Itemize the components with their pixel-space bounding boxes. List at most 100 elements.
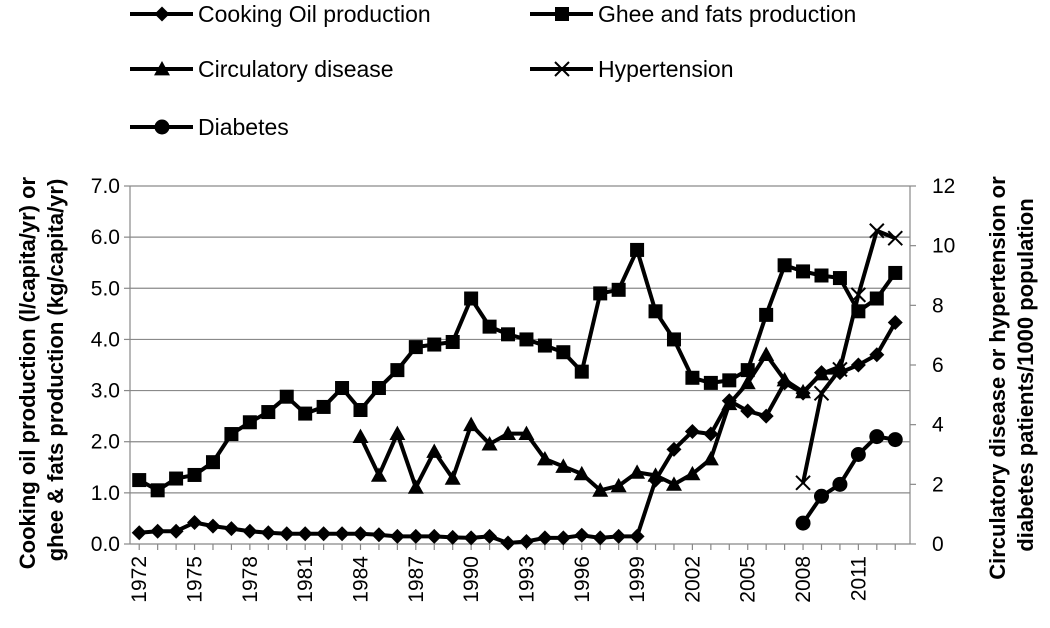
data-point-ghee-and-fats-production bbox=[574, 364, 589, 379]
legend-marker bbox=[154, 6, 170, 22]
x-tick-label: 1984 bbox=[349, 556, 372, 603]
data-point-cooking-oil-production bbox=[260, 525, 276, 541]
legend-item-hypertension: Hypertension bbox=[530, 56, 734, 82]
legend-item-diabetes: Diabetes bbox=[130, 114, 289, 140]
data-point-diabetes bbox=[795, 515, 811, 531]
data-point-cooking-oil-production bbox=[445, 529, 461, 545]
data-point-ghee-and-fats-production bbox=[205, 455, 220, 470]
series-hypertension bbox=[795, 223, 903, 491]
data-point-circulatory-disease bbox=[555, 458, 572, 473]
data-point-cooking-oil-production bbox=[168, 523, 184, 539]
data-point-cooking-oil-production bbox=[205, 518, 221, 534]
data-point-circulatory-disease bbox=[721, 395, 738, 411]
left-tick-label: 7.0 bbox=[91, 175, 120, 198]
data-point-cooking-oil-production bbox=[187, 515, 203, 531]
data-point-circulatory-disease bbox=[665, 476, 682, 491]
data-point-cooking-oil-production bbox=[316, 526, 332, 542]
data-point-circulatory-disease bbox=[389, 425, 406, 441]
data-point-circulatory-disease bbox=[739, 374, 756, 390]
data-point-ghee-and-fats-production bbox=[556, 345, 571, 360]
data-point-circulatory-disease bbox=[370, 467, 387, 482]
data-point-ghee-and-fats-production bbox=[390, 363, 405, 378]
data-point-ghee-and-fats-production bbox=[335, 381, 350, 396]
left-tick-label: 2.0 bbox=[91, 431, 120, 454]
x-tick-label: 1981 bbox=[294, 556, 317, 603]
data-point-circulatory-disease bbox=[536, 450, 553, 466]
data-point-cooking-oil-production bbox=[500, 535, 516, 551]
data-point-ghee-and-fats-production bbox=[464, 291, 479, 306]
data-point-cooking-oil-production bbox=[223, 521, 239, 537]
data-point-cooking-oil-production bbox=[887, 315, 903, 331]
data-point-ghee-and-fats-production bbox=[537, 338, 552, 353]
right-tick-label: 10 bbox=[932, 235, 955, 258]
data-point-circulatory-disease bbox=[629, 464, 646, 479]
x-tick-label: 1990 bbox=[460, 556, 483, 603]
data-point-ghee-and-fats-production bbox=[445, 334, 460, 349]
data-point-circulatory-disease bbox=[684, 465, 701, 481]
data-point-diabetes bbox=[813, 488, 829, 504]
data-point-ghee-and-fats-production bbox=[132, 473, 147, 488]
data-point-ghee-and-fats-production bbox=[648, 304, 663, 319]
right-tick-label: 12 bbox=[932, 175, 955, 198]
legend-marker bbox=[154, 61, 170, 76]
series-layer bbox=[131, 223, 903, 551]
left-tick-label: 4.0 bbox=[91, 328, 120, 351]
data-point-ghee-and-fats-production bbox=[611, 282, 626, 297]
series-diabetes bbox=[795, 429, 903, 531]
legend-item-ghee-and-fats-production: Ghee and fats production bbox=[530, 1, 856, 27]
data-point-circulatory-disease bbox=[426, 443, 443, 458]
data-point-cooking-oil-production bbox=[150, 523, 166, 539]
series-ghee-and-fats-production bbox=[132, 242, 903, 498]
right-tick-label: 8 bbox=[932, 294, 944, 317]
data-point-circulatory-disease bbox=[647, 467, 664, 482]
legend-label: Cooking Oil production bbox=[198, 1, 431, 27]
x-tick-label: 2002 bbox=[681, 556, 704, 603]
data-point-cooking-oil-production bbox=[850, 357, 866, 373]
data-point-circulatory-disease bbox=[407, 479, 424, 494]
data-point-ghee-and-fats-production bbox=[796, 264, 811, 279]
data-point-ghee-and-fats-production bbox=[519, 332, 534, 347]
x-tick-label: 2008 bbox=[792, 556, 815, 603]
data-point-ghee-and-fats-production bbox=[501, 327, 516, 342]
data-point-cooking-oil-production bbox=[537, 530, 553, 546]
data-point-circulatory-disease bbox=[352, 428, 369, 443]
data-point-cooking-oil-production bbox=[279, 526, 295, 542]
legend: Cooking Oil production Ghee and fats prod… bbox=[130, 1, 856, 140]
right-axis-title: Circulatory disease or hypertension or d… bbox=[985, 170, 1038, 580]
left-axis-title: Cooking oil production (l/capita/yr) or … bbox=[15, 171, 68, 569]
data-point-cooking-oil-production bbox=[131, 525, 147, 541]
legend-label: Diabetes bbox=[198, 114, 289, 140]
axis-titles: Cooking oil production (l/capita/yr) or … bbox=[15, 170, 1038, 580]
data-point-ghee-and-fats-production bbox=[740, 363, 755, 378]
data-point-hypertension bbox=[887, 230, 903, 246]
data-point-cooking-oil-production bbox=[684, 423, 700, 439]
data-point-circulatory-disease bbox=[518, 425, 535, 441]
data-point-cooking-oil-production bbox=[758, 408, 774, 424]
data-point-cooking-oil-production bbox=[518, 533, 534, 549]
x-tick-label: 1972 bbox=[128, 556, 151, 603]
x-tick-label: 2011 bbox=[847, 556, 870, 601]
x-tick-label: 1996 bbox=[571, 556, 594, 603]
data-point-cooking-oil-production bbox=[666, 441, 682, 457]
x-tick-label: 1975 bbox=[184, 556, 207, 603]
data-point-ghee-and-fats-production bbox=[630, 242, 645, 257]
data-point-cooking-oil-production bbox=[297, 526, 313, 542]
data-point-cooking-oil-production bbox=[740, 403, 756, 419]
right-tick-label: 4 bbox=[932, 414, 944, 437]
data-point-cooking-oil-production bbox=[242, 523, 258, 539]
data-point-ghee-and-fats-production bbox=[703, 375, 718, 390]
legend-marker bbox=[554, 61, 570, 77]
data-point-ghee-and-fats-production bbox=[869, 291, 884, 306]
data-point-hypertension bbox=[832, 361, 848, 378]
gridlines bbox=[130, 185, 910, 494]
data-point-cooking-oil-production bbox=[574, 527, 590, 543]
data-point-ghee-and-fats-production bbox=[593, 286, 608, 301]
data-point-ghee-and-fats-production bbox=[169, 471, 184, 486]
data-point-diabetes bbox=[832, 476, 848, 492]
data-point-ghee-and-fats-production bbox=[224, 427, 239, 442]
series-line-circulatory-disease bbox=[358, 352, 841, 493]
legend-marker bbox=[555, 7, 569, 21]
data-point-cooking-oil-production bbox=[482, 528, 498, 544]
legend-label: Circulatory disease bbox=[198, 56, 394, 82]
